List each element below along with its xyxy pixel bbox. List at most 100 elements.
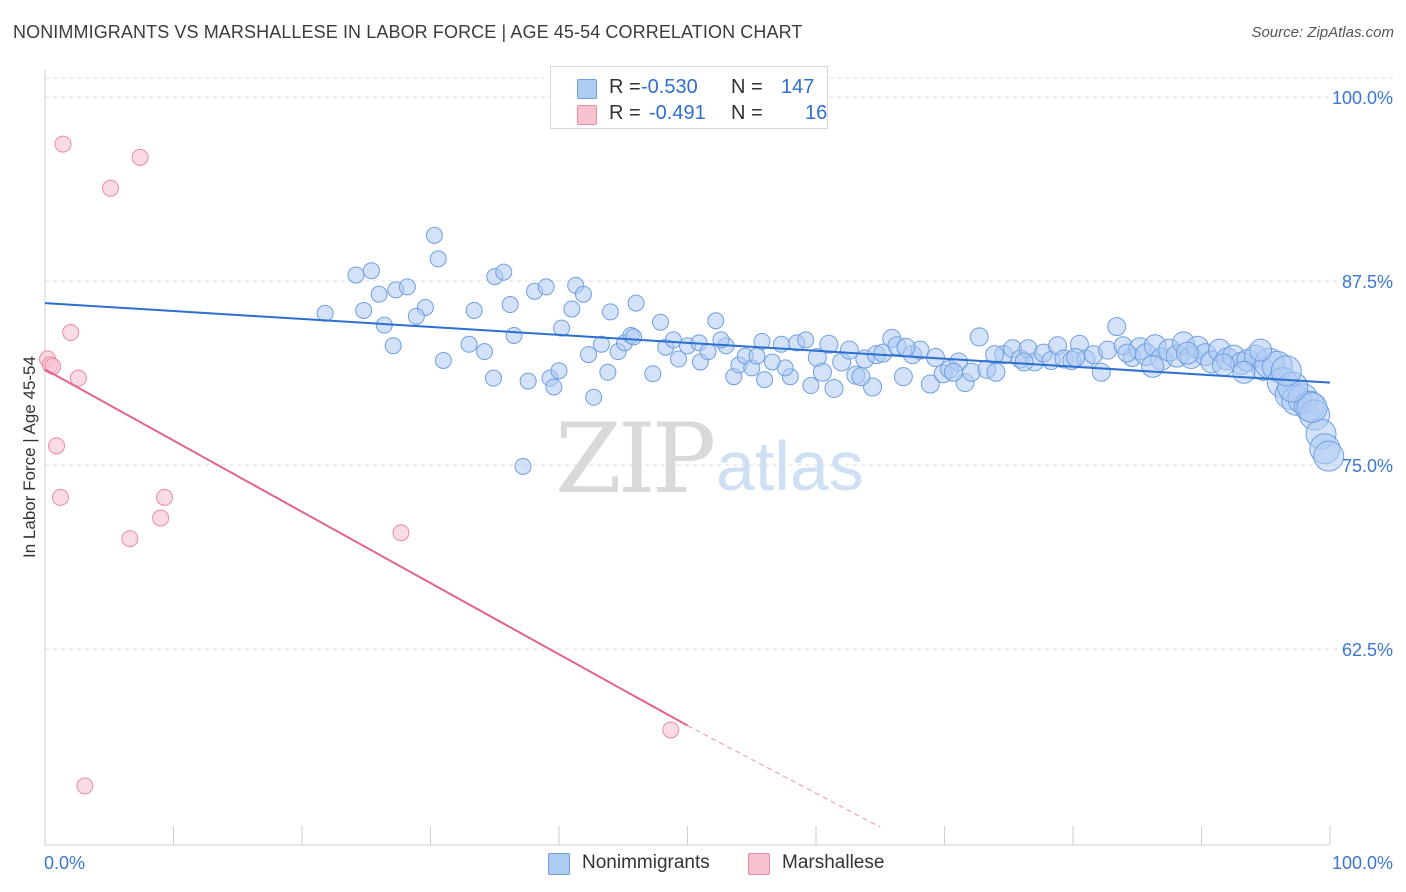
source-label: Source: ZipAtlas.com	[1251, 24, 1394, 41]
data-point-nonimmigrants	[475, 343, 493, 361]
legend-swatch-pink	[577, 105, 597, 125]
data-point-nonimmigrants	[893, 367, 913, 387]
data-point-nonimmigrants	[1066, 348, 1086, 368]
r-label: R =	[609, 102, 641, 124]
data-point-nonimmigrants	[812, 362, 832, 382]
r-value: -0.530	[641, 76, 698, 98]
legend-stats: R = -0.530 N = 147 R = -0.491 N = 16	[550, 66, 828, 129]
data-point-nonimmigrants	[545, 378, 563, 396]
data-point-nonimmigrants	[943, 362, 963, 382]
data-point-nonimmigrants	[802, 377, 820, 395]
data-point-marshallese	[62, 324, 80, 342]
legend-label: Marshallese	[782, 852, 885, 873]
data-point-nonimmigrants	[1107, 317, 1127, 337]
watermark-zip: ZIP	[555, 403, 714, 515]
data-point-nonimmigrants	[1014, 352, 1034, 372]
data-point-nonimmigrants	[851, 367, 871, 387]
data-point-nonimmigrants	[776, 359, 794, 377]
data-point-nonimmigrants	[756, 371, 774, 389]
data-point-marshallese	[54, 135, 72, 153]
data-point-nonimmigrants	[1141, 354, 1165, 378]
data-point-nonimmigrants	[644, 365, 662, 383]
x-tick-label: 0.0%	[44, 853, 85, 873]
data-point-nonimmigrants	[1313, 440, 1345, 472]
legend-swatch-blue	[577, 79, 597, 99]
data-point-nonimmigrants	[1296, 392, 1328, 424]
data-point-nonimmigrants	[407, 307, 425, 325]
data-point-marshallese	[69, 369, 87, 387]
data-point-nonimmigrants	[670, 350, 688, 368]
data-point-nonimmigrants	[748, 347, 766, 365]
y-tick-label: 87.5%	[1342, 272, 1393, 292]
watermark: ZIP atlas	[555, 403, 864, 515]
data-point-nonimmigrants	[1270, 355, 1302, 387]
n-value: 16	[805, 102, 828, 124]
data-point-nonimmigrants	[550, 362, 568, 380]
data-point-marshallese	[76, 777, 94, 795]
data-point-nonimmigrants	[355, 301, 373, 319]
legend-swatch-blue	[548, 853, 570, 875]
data-point-nonimmigrants	[592, 335, 610, 353]
data-point-nonimmigrants	[370, 285, 388, 303]
n-value: 147	[781, 76, 815, 98]
data-point-nonimmigrants	[501, 296, 519, 314]
data-point-nonimmigrants	[514, 457, 532, 475]
data-point-nonimmigrants	[699, 343, 717, 361]
data-point-nonimmigrants	[664, 331, 682, 349]
data-point-nonimmigrants	[362, 262, 380, 280]
data-point-marshallese	[102, 179, 120, 197]
data-point-nonimmigrants	[425, 226, 443, 244]
data-point-nonimmigrants	[961, 362, 981, 382]
data-point-marshallese	[131, 148, 149, 166]
data-point-nonimmigrants	[969, 327, 989, 347]
data-point-nonimmigrants	[652, 313, 670, 331]
data-point-nonimmigrants	[537, 278, 555, 296]
data-point-nonimmigrants	[707, 312, 725, 330]
data-point-nonimmigrants	[819, 334, 839, 354]
data-point-nonimmigrants	[585, 388, 603, 406]
data-point-nonimmigrants	[505, 326, 523, 344]
data-point-nonimmigrants	[824, 378, 844, 398]
data-point-marshallese	[48, 437, 66, 455]
data-point-nonimmigrants	[920, 374, 940, 394]
data-point-nonimmigrants	[1211, 353, 1235, 377]
data-point-nonimmigrants	[484, 369, 502, 387]
data-point-nonimmigrants	[347, 266, 365, 284]
data-point-nonimmigrants	[839, 340, 859, 360]
data-point-nonimmigrants	[580, 346, 598, 364]
data-point-nonimmigrants	[986, 362, 1006, 382]
trendline-marshallese	[44, 368, 688, 727]
data-point-nonimmigrants	[627, 294, 645, 312]
data-point-nonimmigrants	[985, 345, 1005, 365]
data-point-nonimmigrants	[753, 332, 771, 350]
n-label: N =	[731, 102, 763, 124]
data-point-nonimmigrants	[384, 337, 402, 355]
r-value: -0.491	[649, 102, 706, 124]
data-point-nonimmigrants	[465, 301, 483, 319]
data-point-nonimmigrants	[429, 250, 447, 268]
data-point-marshallese	[121, 530, 139, 548]
data-point-nonimmigrants	[625, 328, 643, 346]
data-point-nonimmigrants	[434, 351, 452, 369]
chart-title: NONIMMIGRANTS VS MARSHALLESE IN LABOR FO…	[13, 22, 803, 42]
data-point-marshallese	[156, 488, 174, 506]
data-point-nonimmigrants	[495, 263, 513, 281]
data-point-nonimmigrants	[398, 278, 416, 296]
data-point-nonimmigrants	[460, 335, 478, 353]
data-point-nonimmigrants	[1175, 341, 1199, 365]
x-tick-label: 100.0%	[1332, 853, 1393, 873]
data-point-nonimmigrants	[1117, 343, 1137, 363]
trendline-marshallese-extension	[687, 725, 881, 828]
r-label: R =	[609, 76, 641, 98]
data-point-nonimmigrants	[1091, 362, 1111, 382]
y-tick-label: 62.5%	[1342, 640, 1393, 660]
n-label: N =	[731, 76, 763, 98]
data-point-marshallese	[392, 524, 410, 542]
data-point-nonimmigrants	[896, 337, 916, 357]
y-tick-label: 100.0%	[1332, 88, 1393, 108]
data-point-marshallese	[51, 488, 69, 506]
y-axis-label: In Labor Force | Age 45-54	[20, 356, 39, 558]
data-point-nonimmigrants	[1249, 338, 1273, 362]
data-point-nonimmigrants	[601, 303, 619, 321]
